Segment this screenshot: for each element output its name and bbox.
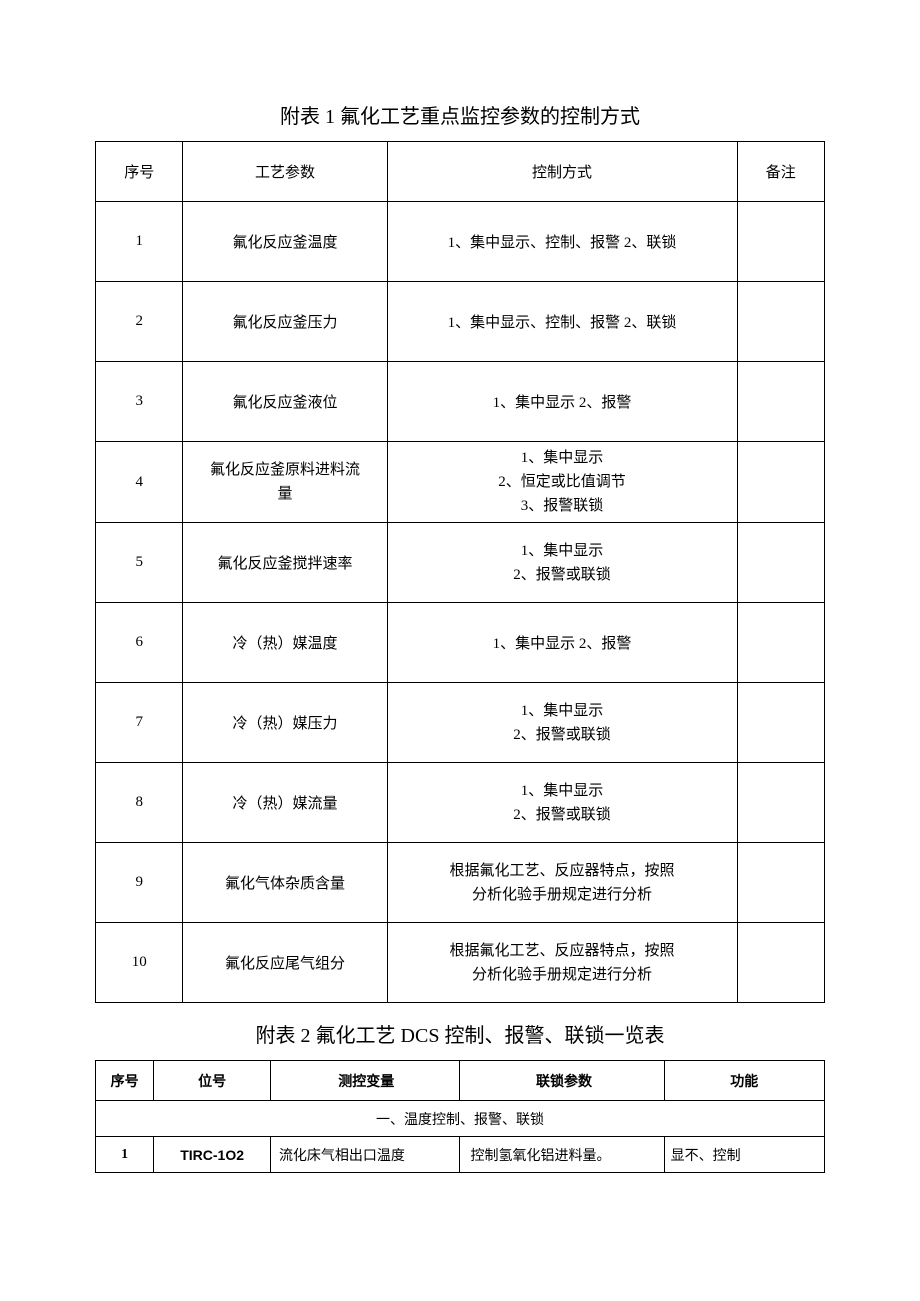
table1-header-param: 工艺参数 xyxy=(183,142,387,202)
table-cell: 1、集中显示2、报警或联锁 xyxy=(387,523,737,603)
table-cell xyxy=(737,683,825,763)
table-cell xyxy=(737,282,825,362)
table-cell: 1、集中显示2、报警或联锁 xyxy=(387,683,737,763)
table2-header-no: 序号 xyxy=(96,1061,154,1101)
table-cell: 冷（热）媒温度 xyxy=(183,603,387,683)
table-cell: 氟化反应釜搅拌速率 xyxy=(183,523,387,603)
table2-header-row: 序号 位号 测控变量 联锁参数 功能 xyxy=(96,1061,825,1101)
table-cell: 6 xyxy=(96,603,183,683)
table-cell: 流化床气相出口温度 xyxy=(270,1137,460,1173)
table2-title: 附表 2 氟化工艺 DCS 控制、报警、联锁一览表 xyxy=(95,1019,825,1048)
table-cell xyxy=(737,362,825,442)
table-cell: 氟化气体杂质含量 xyxy=(183,843,387,923)
table-cell: 3 xyxy=(96,362,183,442)
table2-header-interlock: 联锁参数 xyxy=(460,1061,664,1101)
table1-header-control: 控制方式 xyxy=(387,142,737,202)
table2-section-row: 一、温度控制、报警、联锁 xyxy=(96,1101,825,1137)
table-row: 7冷（热）媒压力1、集中显示2、报警或联锁 xyxy=(96,683,825,763)
table-cell xyxy=(737,923,825,1003)
table-row: 4氟化反应釜原料进料流量1、集中显示2、恒定或比值调节3、报警联锁 xyxy=(96,442,825,523)
table2-body: 一、温度控制、报警、联锁 1TIRC-1O2流化床气相出口温度控制氢氧化铝进料量… xyxy=(96,1101,825,1173)
table-cell: 8 xyxy=(96,763,183,843)
table-row: 1氟化反应釜温度1、集中显示、控制、报警 2、联锁 xyxy=(96,202,825,282)
table-row: 2氟化反应釜压力1、集中显示、控制、报警 2、联锁 xyxy=(96,282,825,362)
table-cell xyxy=(737,843,825,923)
table-cell: 1、集中显示2、恒定或比值调节3、报警联锁 xyxy=(387,442,737,523)
table-cell: 根据氟化工艺、反应器特点，按照分析化验手册规定进行分析 xyxy=(387,923,737,1003)
table-cell: TIRC-1O2 xyxy=(154,1137,271,1173)
table1-header-remark: 备注 xyxy=(737,142,825,202)
table-cell: 9 xyxy=(96,843,183,923)
table-row: 10氟化反应尾气组分根据氟化工艺、反应器特点，按照分析化验手册规定进行分析 xyxy=(96,923,825,1003)
table-cell: 1、集中显示 2、报警 xyxy=(387,362,737,442)
table-cell xyxy=(737,202,825,282)
table-cell: 5 xyxy=(96,523,183,603)
table-cell: 氟化反应釜原料进料流量 xyxy=(183,442,387,523)
table-cell xyxy=(737,523,825,603)
table-cell: 10 xyxy=(96,923,183,1003)
table-cell: 1、集中显示2、报警或联锁 xyxy=(387,763,737,843)
table2-section-header: 一、温度控制、报警、联锁 xyxy=(96,1101,825,1137)
table-row: 1TIRC-1O2流化床气相出口温度控制氢氧化铝进料量。显不、控制 xyxy=(96,1137,825,1173)
table-row: 6冷（热）媒温度1、集中显示 2、报警 xyxy=(96,603,825,683)
table-cell: 氟化反应尾气组分 xyxy=(183,923,387,1003)
table-cell: 2 xyxy=(96,282,183,362)
table-cell: 根据氟化工艺、反应器特点，按照分析化验手册规定进行分析 xyxy=(387,843,737,923)
table-cell: 1、集中显示、控制、报警 2、联锁 xyxy=(387,202,737,282)
table-row: 8冷（热）媒流量1、集中显示2、报警或联锁 xyxy=(96,763,825,843)
table2-header-var: 测控变量 xyxy=(270,1061,460,1101)
table-cell: 控制氢氧化铝进料量。 xyxy=(460,1137,664,1173)
table2-header-tag: 位号 xyxy=(154,1061,271,1101)
table-cell: 1、集中显示 2、报警 xyxy=(387,603,737,683)
table-cell: 1、集中显示、控制、报警 2、联锁 xyxy=(387,282,737,362)
table-cell: 氟化反应釜温度 xyxy=(183,202,387,282)
table-cell: 氟化反应釜液位 xyxy=(183,362,387,442)
table-cell: 冷（热）媒压力 xyxy=(183,683,387,763)
table1: 序号 工艺参数 控制方式 备注 1氟化反应釜温度1、集中显示、控制、报警 2、联… xyxy=(95,141,825,1003)
table-cell: 氟化反应釜压力 xyxy=(183,282,387,362)
table2: 序号 位号 测控变量 联锁参数 功能 一、温度控制、报警、联锁 1TIRC-1O… xyxy=(95,1060,825,1173)
table-row: 9氟化气体杂质含量根据氟化工艺、反应器特点，按照分析化验手册规定进行分析 xyxy=(96,843,825,923)
table1-header-row: 序号 工艺参数 控制方式 备注 xyxy=(96,142,825,202)
table-cell xyxy=(737,763,825,843)
table1-title: 附表 1 氟化工艺重点监控参数的控制方式 xyxy=(95,100,825,129)
table-cell: 显不、控制 xyxy=(664,1137,824,1173)
table-cell: 7 xyxy=(96,683,183,763)
table2-header-func: 功能 xyxy=(664,1061,824,1101)
table1-header-no: 序号 xyxy=(96,142,183,202)
table-cell xyxy=(737,603,825,683)
table-row: 3氟化反应釜液位1、集中显示 2、报警 xyxy=(96,362,825,442)
table-cell xyxy=(737,442,825,523)
table-cell: 冷（热）媒流量 xyxy=(183,763,387,843)
table1-body: 1氟化反应釜温度1、集中显示、控制、报警 2、联锁2氟化反应釜压力1、集中显示、… xyxy=(96,202,825,1003)
table-cell: 1 xyxy=(96,202,183,282)
table-row: 5氟化反应釜搅拌速率1、集中显示2、报警或联锁 xyxy=(96,523,825,603)
table-cell: 1 xyxy=(96,1137,154,1173)
table-cell: 4 xyxy=(96,442,183,523)
